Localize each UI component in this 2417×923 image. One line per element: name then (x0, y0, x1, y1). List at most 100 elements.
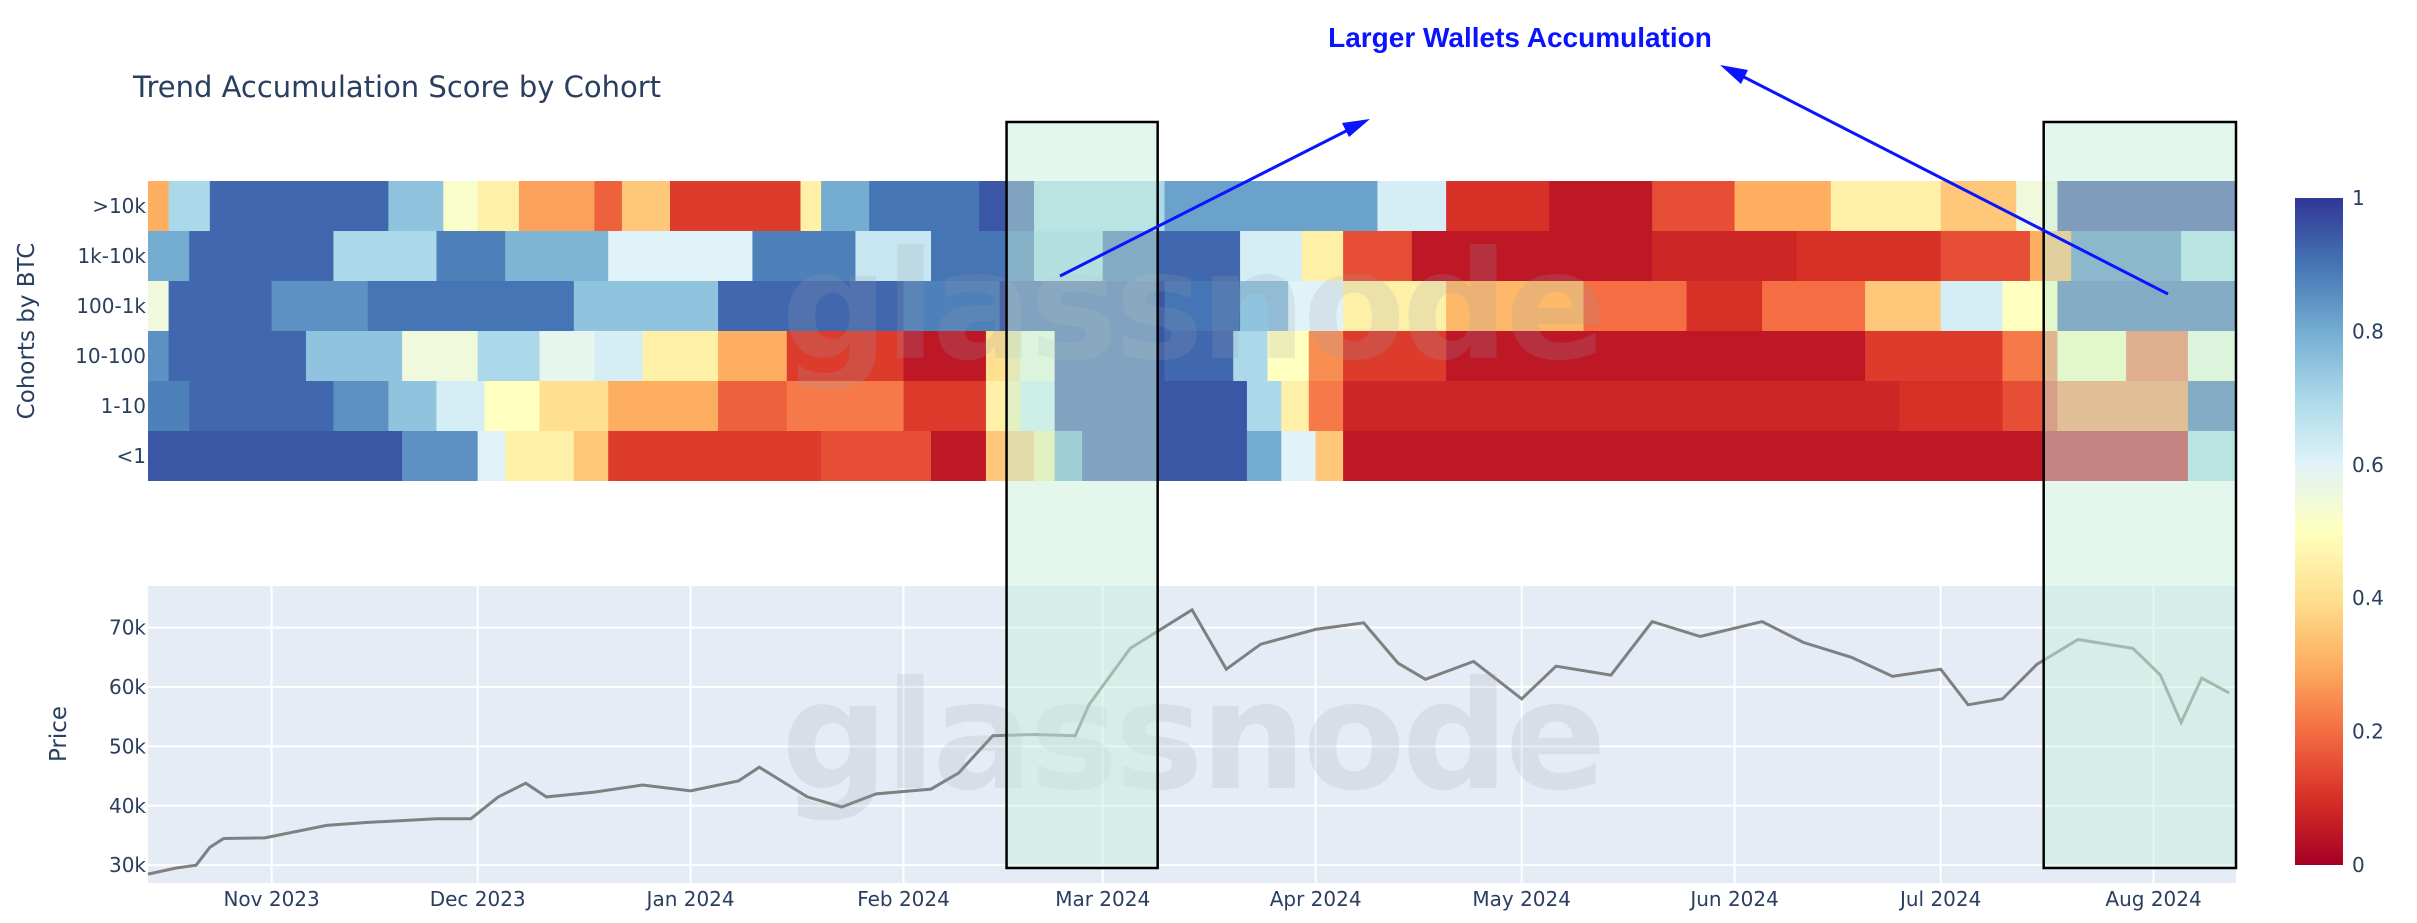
x-tick-label: Jul 2024 (1898, 887, 1981, 911)
heatmap-row-label: 1-10 (101, 394, 146, 418)
heatmap-cell (1796, 231, 1942, 281)
x-tick-label: Nov 2023 (223, 887, 319, 911)
annotation-arrow-left (1059, 126, 1353, 278)
colorbar-tick-label: 0 (2352, 853, 2365, 877)
heatmap-cell (573, 281, 719, 331)
heatmap-cell (786, 381, 905, 431)
heatmap-cell (1343, 281, 1447, 331)
annotation-arrow-right (1737, 72, 2169, 296)
highlight-box (2042, 120, 2238, 870)
heatmap-cell (1865, 331, 2004, 381)
heatmap-cell (1446, 331, 1866, 381)
heatmap-cell (903, 331, 987, 381)
heatmap-cell (539, 331, 596, 381)
heatmap-cell (1267, 331, 1310, 381)
watermark-heatmap: glassnode (781, 220, 1603, 394)
heatmap-cell (786, 331, 905, 381)
x-tick-label: Mar 2024 (1055, 887, 1150, 911)
heatmap-cell (388, 381, 438, 431)
heatmap-cell (718, 381, 788, 431)
price-gridlines (148, 586, 2236, 883)
price-y-tick-label: 40k (109, 794, 146, 818)
heatmap-row-label: 100-1k (76, 294, 146, 318)
heatmap-cell (367, 281, 575, 331)
annotation-arrows (1059, 65, 2169, 296)
heatmap-cell (608, 381, 719, 431)
heatmap-cell (1446, 281, 1585, 331)
heatmap-cell (505, 231, 609, 281)
colorbar (2295, 198, 2343, 865)
heatmap-cell (436, 381, 486, 431)
heatmap-cell (1583, 281, 1688, 331)
heatmap-cell (1830, 181, 1942, 231)
heatmap-cell (443, 181, 479, 231)
heatmap-cell (594, 331, 644, 381)
chart-title: Trend Accumulation Score by Cohort (132, 70, 661, 104)
heatmap-cell (518, 181, 596, 231)
heatmap-cell (608, 231, 754, 281)
heatmap-cell (1652, 231, 1798, 281)
heatmap-cell (1301, 231, 1344, 281)
x-tick-label: Aug 2024 (2105, 887, 2201, 911)
heatmap-cell (869, 181, 980, 231)
heatmap-cell (333, 231, 438, 281)
heatmap-row-label: >10k (92, 194, 146, 218)
heatmap-cell (718, 331, 788, 381)
heatmap-cell (1549, 181, 1653, 231)
heatmap-cell (1686, 281, 1763, 331)
heatmap-cell (1734, 181, 1832, 231)
heatmap-cell (148, 381, 190, 431)
heatmap-cell (1446, 181, 1550, 231)
heatmap-y-axis-title: Cohorts by BTC (14, 243, 40, 420)
heatmap-cell (477, 331, 541, 381)
heatmap-cell (621, 181, 671, 231)
colorbar-tick-label: 1 (2352, 186, 2365, 210)
x-tick-label: Feb 2024 (857, 887, 950, 911)
heatmap-cell (1762, 281, 1866, 331)
colorbar-tick-labels: 0 0.2 0.4 0.6 0.8 1 (2352, 186, 2384, 877)
heatmap-cell (168, 281, 273, 331)
heatmap-row-label: 10-100 (75, 344, 146, 368)
heatmap-row-label: 1k-10k (77, 244, 146, 268)
heatmap-cell (402, 331, 479, 381)
heatmap-cell (484, 381, 541, 431)
heatmap-cell (903, 281, 1001, 331)
heatmap-cell (1246, 381, 1282, 431)
annotation-arrowhead-right (1720, 65, 1748, 84)
price-y-tick-label: 30k (109, 853, 146, 877)
heatmap-cell (1940, 231, 2031, 281)
x-tick-label: Jan 2024 (645, 887, 735, 911)
heatmap-cell (148, 431, 403, 481)
heatmap-cell (670, 181, 802, 231)
heatmap-row-label: <1 (117, 444, 146, 468)
heatmap-cell (752, 231, 857, 281)
heatmap-cell (594, 181, 623, 231)
heatmap-cell (189, 231, 335, 281)
heatmap-cell (1288, 281, 1344, 331)
colorbar-tick-label: 0.4 (2352, 586, 2384, 610)
heatmap-cell (1246, 431, 1282, 481)
x-tick-label: Jun 2024 (1688, 887, 1779, 911)
heatmap-cell (1281, 431, 1317, 481)
heatmap (148, 181, 2237, 481)
heatmap-cell (148, 331, 170, 381)
x-tick-label: May 2024 (1472, 887, 1571, 911)
heatmap-cell (209, 181, 389, 231)
heatmap-cell (608, 431, 822, 481)
heatmap-cell (573, 431, 609, 481)
heatmap-cell (505, 431, 575, 481)
heatmap-cell (1164, 281, 1241, 331)
heatmap-cell (1233, 331, 1269, 381)
heatmap-cell (1164, 331, 1234, 381)
x-tick-labels: Nov 2023 Dec 2023 Jan 2024 Feb 2024 Mar 2024… (223, 887, 2201, 911)
colorbar-tick-label: 0.8 (2352, 319, 2384, 343)
heatmap-cell (1343, 381, 1901, 431)
heatmap-cell (855, 231, 932, 281)
heatmap-cell (800, 181, 822, 231)
watermark-price: glassnode (781, 650, 1603, 824)
heatmap-cell (1315, 431, 1344, 481)
heatmap-cell (642, 331, 719, 381)
heatmap-cell (148, 181, 170, 231)
heatmap-cell (402, 431, 479, 481)
